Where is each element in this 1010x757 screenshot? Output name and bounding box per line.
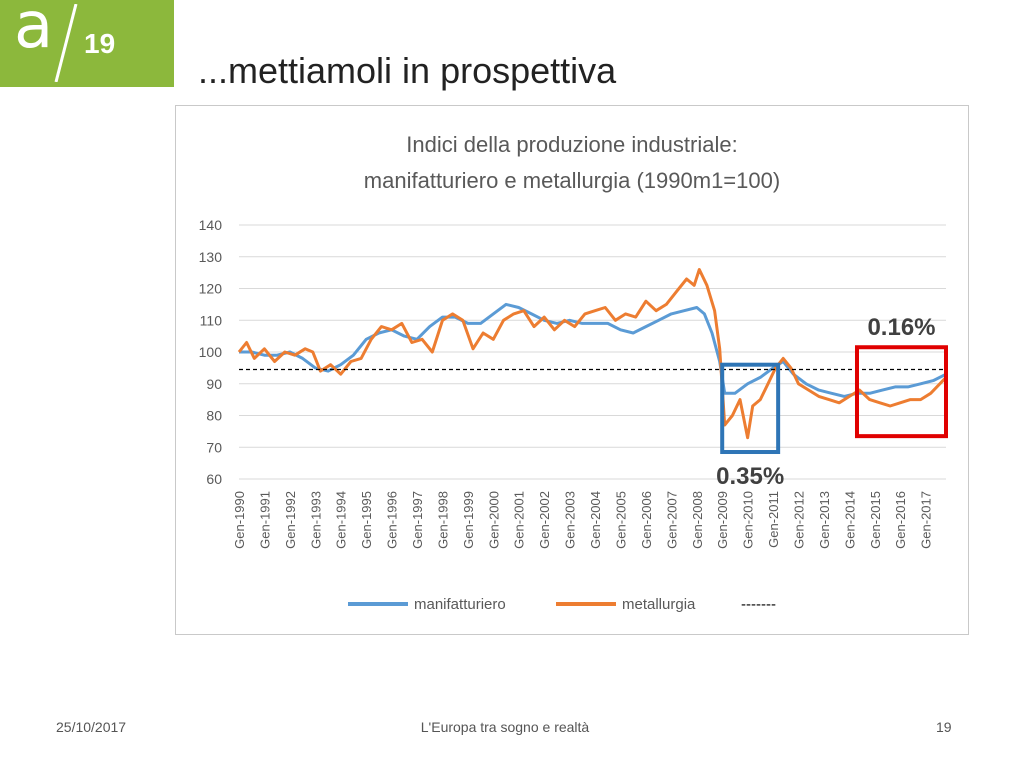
x-tick-label: Gen-1995	[359, 491, 374, 549]
y-tick-label: 140	[199, 217, 223, 233]
footer-center-text: L'Europa tra sogno e realtà	[420, 719, 590, 735]
y-tick-label: 60	[206, 471, 222, 487]
y-tick-label: 90	[206, 376, 222, 392]
x-tick-label: Gen-1993	[308, 491, 323, 549]
logo-badge: a 19	[0, 0, 174, 87]
x-tick-label: Gen-2006	[639, 491, 654, 549]
series-line-metallurgia	[237, 268, 948, 440]
x-tick-label: Gen-2005	[613, 491, 628, 549]
y-tick-label: 100	[199, 344, 223, 360]
chart-svg: Indici della produzione industriale: mani…	[199, 132, 948, 613]
y-tick-label: 80	[206, 408, 222, 424]
x-tick-label: Gen-1994	[334, 491, 349, 549]
x-tick-label: Gen-2010	[741, 491, 756, 549]
annotation-label: 0.35%	[716, 463, 784, 490]
x-tick-label: Gen-2014	[842, 491, 857, 549]
x-tick-label: Gen-1998	[435, 491, 450, 549]
x-tick-label: Gen-1996	[385, 491, 400, 549]
x-tick-label: Gen-2017	[919, 491, 934, 549]
y-tick-label: 70	[206, 439, 222, 455]
x-tick-label: Gen-2011	[766, 491, 781, 548]
legend-label: metallurgia	[622, 596, 696, 613]
footer-page-number: 19	[936, 719, 952, 735]
x-tick-label: Gen-2003	[563, 491, 578, 549]
x-tick-label: Gen-2007	[664, 491, 679, 549]
x-tick-label: Gen-1990	[232, 491, 247, 549]
chart-title-line: Indici della produzione industriale:	[406, 132, 737, 157]
x-tick-label: Gen-1997	[410, 491, 425, 549]
chart-frame: Indici della produzione industriale: mani…	[175, 105, 969, 635]
x-tick-label: Gen-2004	[588, 491, 603, 549]
x-tick-label: Gen-1999	[461, 491, 476, 549]
x-tick-label: Gen-2015	[868, 491, 883, 549]
x-tick-label: Gen-2009	[715, 491, 730, 549]
slide-title: ...mettiamoli in prospettiva	[198, 50, 617, 91]
y-tick-label: 110	[200, 312, 223, 328]
x-tick-label: Gen-2001	[512, 491, 527, 549]
footer-date: 25/10/2017	[56, 719, 127, 735]
logo-number: 19	[84, 28, 116, 59]
x-tick-label: Gen-2012	[791, 491, 806, 549]
y-tick-label: 130	[199, 249, 223, 265]
x-tick-label: Gen-1991	[257, 491, 272, 549]
logo-letter: a	[14, 0, 54, 63]
series-line-manifatturiero	[239, 302, 947, 398]
annotation-box	[854, 345, 948, 439]
logo-slash-icon	[54, 4, 78, 82]
x-tick-label: Gen-2000	[486, 491, 501, 549]
legend-label: -------	[741, 596, 776, 613]
x-tick-label: Gen-2008	[690, 491, 705, 549]
x-tick-label: Gen-1992	[283, 491, 298, 549]
x-tick-label: Gen-2013	[817, 491, 832, 549]
annotation-box	[720, 362, 781, 455]
x-tick-label: Gen-2016	[893, 491, 908, 549]
chart-title-line: manifatturiero e metallurgia (1990m1=100…	[364, 168, 780, 193]
legend-label: manifatturiero	[414, 596, 506, 613]
x-tick-label: Gen-2002	[537, 491, 552, 549]
y-tick-label: 120	[199, 281, 223, 297]
annotation-label: 0.16%	[867, 314, 935, 341]
